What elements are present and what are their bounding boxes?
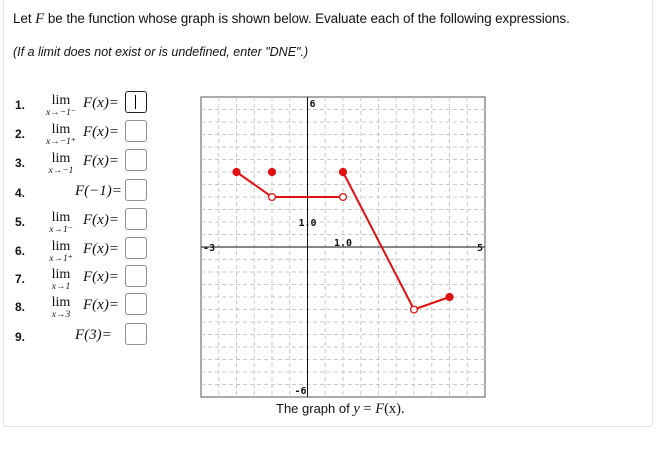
limit-operator: lim x→1⁻ — [37, 211, 85, 236]
expression: F(x)= — [83, 124, 119, 140]
question-number: 3. — [15, 156, 26, 170]
closed-point — [338, 167, 348, 177]
question-number: 8. — [15, 300, 26, 314]
question-number: 9. — [15, 330, 26, 344]
expression: F(x)= — [83, 297, 119, 313]
limit-operator: lim x→−1⁻ — [37, 94, 85, 119]
limit-subscript: x→1⁺ — [49, 254, 73, 264]
open-point — [338, 192, 348, 202]
limit-subscript: x→3 — [51, 310, 71, 320]
limit-subscript: x→1 — [51, 282, 71, 292]
limit-subscript: x→−1⁻ — [46, 108, 76, 118]
open-point — [267, 192, 277, 202]
x-max-label: 5 — [477, 243, 483, 254]
function-graph: -3 5 6 -6 1.0 1.0 — [200, 96, 486, 403]
limit-subscript: x→−1⁺ — [46, 137, 76, 147]
limit-operator: lim x→1 — [37, 268, 85, 293]
question-number: 7. — [15, 272, 26, 286]
question-9: 9. F(3)= — [15, 323, 155, 352]
graph-svg: -3 5 6 -6 1.0 1.0 — [200, 96, 486, 398]
limit-operator: lim x→3 — [37, 296, 85, 321]
problem-prompt: Let F be the function whose graph is sho… — [13, 11, 570, 27]
question-2: 2. lim x→−1⁺ F(x)= — [15, 120, 155, 149]
expression: F(x)= — [83, 153, 119, 169]
open-point — [409, 305, 419, 314]
function-name: F — [35, 11, 45, 27]
question-number: 2. — [15, 127, 26, 141]
graph-caption: The graph of y = F(x). — [276, 401, 405, 417]
y-max-label: 6 — [310, 99, 316, 110]
answer-input-2[interactable] — [125, 120, 147, 142]
answer-input-9[interactable] — [125, 323, 147, 345]
expression: F(x)= — [83, 95, 119, 111]
answer-input-8[interactable] — [125, 293, 147, 315]
question-6: 6. lim x→1⁺ F(x)= — [15, 237, 155, 266]
expression: F(x)= — [83, 212, 119, 228]
closed-point — [232, 167, 241, 177]
question-number: 5. — [15, 215, 26, 229]
answer-input-6[interactable] — [125, 237, 147, 259]
closed-point — [445, 292, 454, 302]
answer-input-7[interactable] — [125, 265, 147, 287]
question-number: 6. — [15, 244, 26, 258]
expression: F(3)= — [75, 327, 112, 343]
question-5: 5. lim x→1⁻ F(x)= — [15, 208, 155, 237]
limit-operator: lim x→−1⁺ — [37, 123, 85, 148]
question-4: 4. F(−1)= — [15, 179, 155, 208]
x-min-label: -3 — [203, 243, 215, 254]
text-caret — [135, 95, 136, 109]
answer-input-4[interactable] — [125, 179, 147, 201]
limit-operator: lim x→−1 — [37, 152, 85, 177]
limit-subscript: x→1⁻ — [49, 225, 73, 235]
expression: F(x)= — [83, 269, 119, 285]
y-min-label: -6 — [294, 386, 306, 397]
question-number: 1. — [15, 98, 26, 112]
dne-note: (If a limit does not exist or is undefin… — [13, 45, 309, 59]
expression: F(x)= — [83, 241, 119, 257]
question-7: 7. lim x→1 F(x)= — [15, 265, 155, 294]
answer-input-3[interactable] — [125, 149, 147, 171]
expression: F(−1)= — [75, 183, 122, 199]
closed-point — [267, 167, 277, 177]
answer-input-5[interactable] — [125, 208, 147, 230]
answer-input-1[interactable] — [125, 91, 147, 113]
y-tick-label: 1.0 — [298, 218, 316, 229]
limit-operator: lim x→1⁺ — [37, 240, 85, 265]
question-3: 3. lim x→−1 F(x)= — [15, 149, 155, 178]
question-number: 4. — [15, 186, 26, 200]
x-tick-label: 1.0 — [334, 238, 352, 249]
question-8: 8. lim x→3 F(x)= — [15, 293, 155, 322]
limit-subscript: x→−1 — [48, 166, 74, 176]
question-1: 1. lim x→−1⁻ F(x)= — [15, 91, 155, 120]
